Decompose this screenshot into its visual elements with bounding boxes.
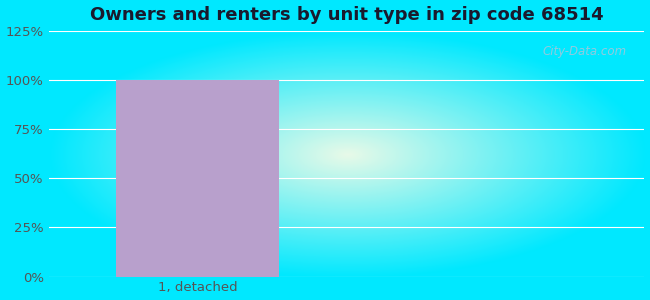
Title: Owners and renters by unit type in zip code 68514: Owners and renters by unit type in zip c… — [90, 6, 603, 24]
Text: City-Data.com: City-Data.com — [543, 45, 627, 58]
Bar — [116, 80, 280, 277]
